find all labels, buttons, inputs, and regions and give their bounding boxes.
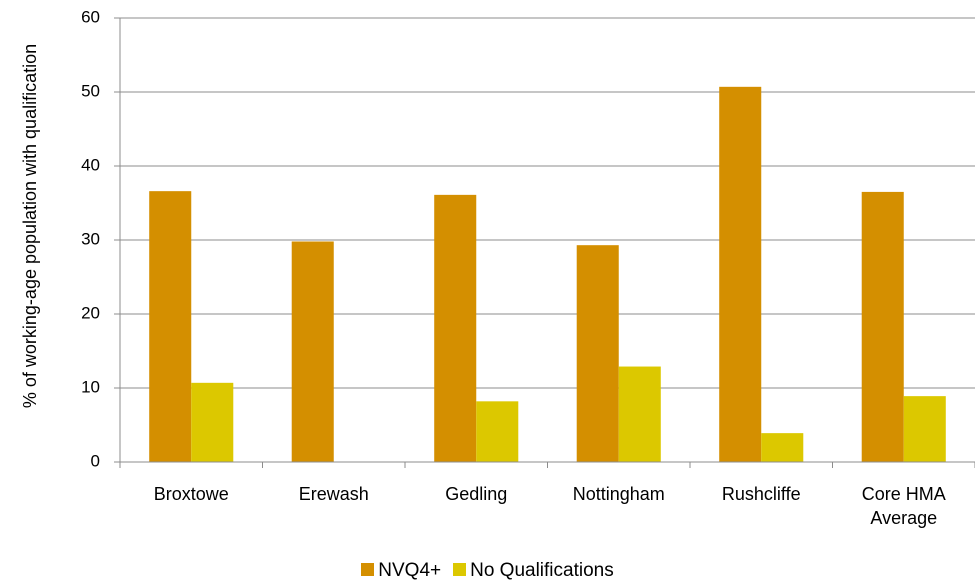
y-tick-label: 0	[91, 451, 100, 470]
legend: NVQ4+ No Qualifications	[0, 560, 975, 582]
y-tick-label: 10	[81, 377, 100, 396]
legend-swatch	[361, 563, 375, 576]
bar	[861, 191, 904, 462]
y-tick-label: 50	[81, 81, 100, 100]
bar	[291, 241, 334, 462]
bar	[719, 86, 762, 462]
x-tick-label: Erewash	[298, 484, 369, 504]
x-tick-label: Nottingham	[572, 484, 665, 504]
legend-label: No Qualifications	[470, 560, 614, 581]
y-axis-label: % of working-age population with qualifi…	[20, 43, 40, 409]
bar	[149, 191, 192, 462]
x-tick-label: Rushcliffe	[721, 484, 801, 504]
bar	[476, 401, 519, 462]
bar	[903, 396, 946, 462]
y-tick-label: 60	[81, 7, 100, 26]
legend-item: NVQ4+	[361, 560, 441, 582]
bar	[618, 366, 661, 462]
y-tick-label: 20	[81, 303, 100, 322]
y-tick-label: 30	[81, 229, 100, 248]
bar	[191, 382, 234, 462]
legend-swatch	[453, 563, 467, 576]
legend-item: No Qualifications	[453, 560, 614, 582]
bar	[761, 433, 804, 462]
x-tick-label: Broxtowe	[153, 484, 229, 504]
bar	[434, 194, 477, 463]
x-tick-label: Gedling	[445, 484, 508, 504]
y-tick-label: 40	[81, 155, 100, 174]
legend-label: NVQ4+	[378, 560, 442, 581]
x-tick-label: Core HMA Average	[861, 484, 946, 528]
bar	[576, 245, 619, 462]
